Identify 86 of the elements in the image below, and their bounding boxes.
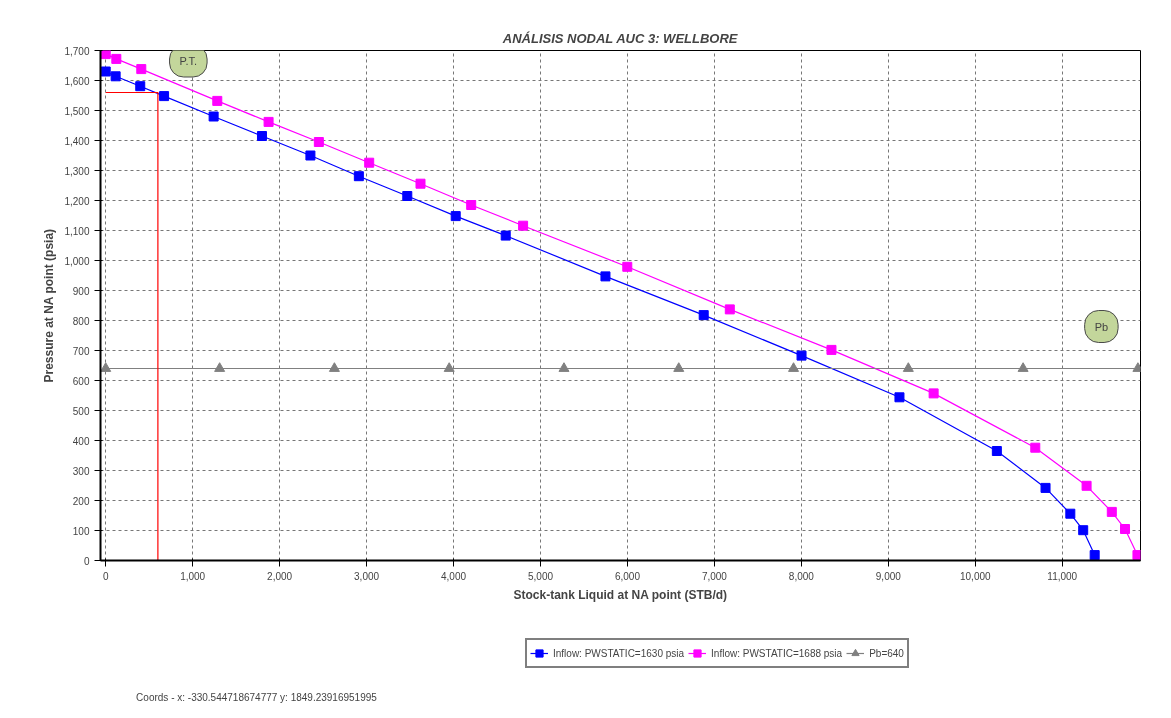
y-tick-label: 800 <box>72 315 90 327</box>
x-axis-title: Stock-tank Liquid at NA point (STB/d) <box>513 587 728 602</box>
point <box>305 150 316 161</box>
point <box>894 392 905 403</box>
point <box>364 157 375 168</box>
y-tick-label: 1,400 <box>64 135 90 147</box>
point <box>1078 525 1089 536</box>
point <box>788 362 800 372</box>
y-tick-label: 100 <box>72 525 90 537</box>
point <box>1017 362 1029 372</box>
legend-label: Inflow: PWSTATIC=1688 psia <box>711 647 843 659</box>
point <box>263 116 274 127</box>
y-tick-label: 1,300 <box>64 165 90 177</box>
point <box>826 344 837 355</box>
point <box>1120 524 1131 534</box>
point <box>673 362 685 372</box>
chart-title: ANÁLISIS NODAL AUC 3: WELLBORE <box>501 30 738 46</box>
point <box>135 81 146 92</box>
text: Coords - x: -330.544718674777 y: 1849.23916951995 <box>136 691 378 703</box>
point <box>622 261 633 272</box>
y-tick-label: 200 <box>72 495 90 507</box>
point <box>214 362 226 372</box>
point <box>328 362 340 372</box>
point <box>1081 480 1092 491</box>
y-tick-label: 600 <box>72 375 90 387</box>
point <box>796 350 807 361</box>
x-tick-label: 7,000 <box>701 570 728 582</box>
legend-label: Pb=640 <box>869 647 904 659</box>
point <box>500 230 511 241</box>
point <box>208 111 219 122</box>
point <box>466 200 477 210</box>
y-tick-label: 900 <box>72 285 90 297</box>
point <box>1106 506 1117 517</box>
point <box>212 95 223 106</box>
point <box>1132 550 1141 561</box>
point <box>558 362 570 372</box>
point <box>1030 442 1041 453</box>
point <box>991 446 1002 456</box>
point <box>724 304 735 315</box>
point <box>136 64 147 75</box>
y-axis-title: Pressure at NA point (psia) <box>42 228 57 383</box>
point <box>100 362 112 372</box>
point <box>111 53 122 64</box>
x-tick-label: 5,000 <box>527 570 554 582</box>
point <box>415 178 426 189</box>
y-tick-label: 700 <box>72 345 90 357</box>
y-tick-label: 1,200 <box>64 195 90 207</box>
y-tick-label: 1,000 <box>64 255 90 267</box>
y-tick-label: 0 <box>83 555 90 567</box>
x-tick-label: 6,000 <box>614 570 641 582</box>
point <box>256 131 267 141</box>
x-tick-label: 10,000 <box>959 570 992 582</box>
point <box>928 388 939 399</box>
legend-label: Inflow: PWSTATIC=1630 psia <box>553 647 685 659</box>
point <box>1089 550 1100 561</box>
x-tick-label: 1,000 <box>180 570 206 582</box>
x-tick-label: 3,000 <box>354 570 380 582</box>
annotation: Pb <box>1094 320 1109 333</box>
y-tick-label: 1,600 <box>64 75 90 87</box>
point <box>159 91 170 102</box>
y-tick-label: 1,500 <box>64 105 90 117</box>
point <box>100 66 111 77</box>
x-tick-label: 9,000 <box>875 570 902 582</box>
annotation: P.T. <box>179 55 198 67</box>
y-tick-label: 300 <box>72 465 90 477</box>
point <box>1065 508 1076 519</box>
y-tick-label: 1,100 <box>64 225 90 237</box>
point <box>110 71 121 82</box>
point <box>600 271 611 282</box>
x-tick-label: 11,000 <box>1047 570 1078 582</box>
point <box>698 310 709 321</box>
x-tick-label: 2,000 <box>267 570 293 582</box>
point <box>450 211 461 222</box>
point <box>402 191 413 201</box>
y-tick-label: 1,700 <box>64 45 90 57</box>
y-tick-label: 500 <box>72 405 90 417</box>
point <box>443 362 455 372</box>
x-tick-label: 0 <box>102 570 109 582</box>
point <box>518 220 529 231</box>
point <box>313 137 324 147</box>
y-tick-label: 400 <box>72 435 90 447</box>
point <box>1040 482 1051 493</box>
point <box>353 171 364 182</box>
x-tick-label: 4,000 <box>441 570 467 582</box>
point <box>902 362 914 372</box>
x-tick-label: 8,000 <box>788 570 815 582</box>
